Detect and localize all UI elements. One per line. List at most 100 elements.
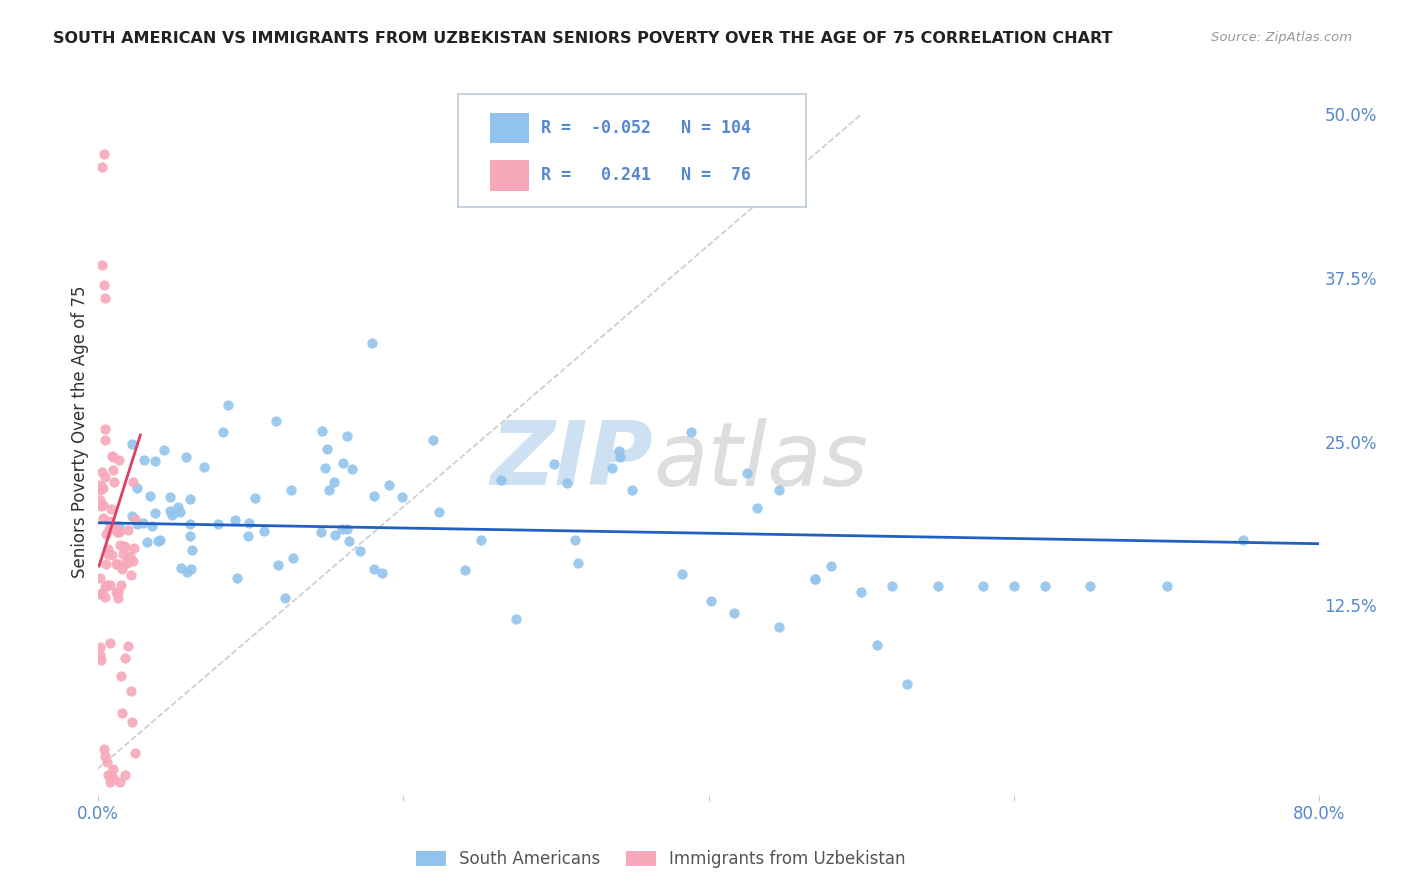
Point — [820, 558, 842, 573]
Point — [122, 541, 145, 555]
Point — [896, 677, 918, 691]
Point — [564, 533, 586, 548]
Point — [323, 528, 346, 542]
Point — [169, 505, 191, 519]
Point — [94, 580, 117, 594]
Point — [804, 572, 827, 586]
FancyBboxPatch shape — [489, 113, 529, 144]
Point — [865, 638, 887, 652]
Legend: South Americans, Immigrants from Uzbekistan: South Americans, Immigrants from Uzbekis… — [409, 844, 912, 875]
Point — [110, 775, 132, 789]
Point — [737, 466, 759, 480]
Point — [176, 566, 198, 580]
Point — [127, 481, 149, 495]
Point — [280, 483, 302, 498]
Point — [1033, 579, 1056, 593]
Point — [314, 460, 336, 475]
Text: R =   0.241   N =  76: R = 0.241 N = 76 — [541, 166, 751, 185]
Point — [378, 478, 401, 492]
Point — [316, 442, 339, 456]
Point — [100, 501, 122, 516]
Point — [94, 433, 117, 447]
Point — [132, 516, 155, 530]
Point — [747, 501, 769, 516]
Point — [138, 489, 160, 503]
Point — [238, 516, 260, 530]
Point — [89, 648, 111, 662]
Point — [679, 425, 702, 439]
Point — [804, 572, 827, 586]
Point — [193, 459, 215, 474]
Point — [1232, 533, 1254, 547]
Point — [136, 534, 159, 549]
Point — [146, 533, 169, 548]
Point — [607, 444, 630, 458]
Point — [224, 513, 246, 527]
Point — [174, 450, 197, 464]
Point — [700, 594, 723, 608]
Point — [89, 587, 111, 601]
Point — [427, 505, 450, 519]
Text: SOUTH AMERICAN VS IMMIGRANTS FROM UZBEKISTAN SENIORS POVERTY OVER THE AGE OF 75 : SOUTH AMERICAN VS IMMIGRANTS FROM UZBEKI… — [53, 31, 1114, 46]
Point — [110, 561, 132, 575]
Point — [124, 746, 146, 760]
Point — [101, 463, 124, 477]
Point — [96, 756, 118, 770]
Point — [114, 651, 136, 665]
Point — [108, 519, 131, 533]
Point — [91, 160, 114, 174]
Point — [104, 557, 127, 571]
Point — [89, 478, 111, 492]
Point — [323, 475, 346, 490]
Point — [94, 527, 117, 541]
Point — [768, 620, 790, 634]
Point — [93, 511, 115, 525]
Point — [120, 567, 142, 582]
Point — [101, 548, 124, 562]
Point — [105, 524, 128, 539]
Point — [94, 748, 117, 763]
Point — [555, 475, 578, 490]
Point — [93, 742, 115, 756]
Point — [159, 491, 181, 505]
Point — [281, 550, 304, 565]
Point — [114, 541, 136, 555]
Point — [105, 585, 128, 599]
Point — [124, 512, 146, 526]
Point — [311, 525, 333, 540]
Point — [114, 768, 136, 782]
Point — [160, 508, 183, 522]
Point — [93, 277, 115, 292]
Point — [363, 562, 385, 576]
Point — [211, 425, 233, 440]
Point — [91, 586, 114, 600]
Point — [245, 491, 267, 505]
Point — [94, 557, 117, 571]
Point — [103, 772, 125, 787]
Point — [110, 538, 132, 552]
Point — [768, 483, 790, 497]
Point — [336, 429, 359, 443]
Point — [104, 519, 127, 533]
Point — [93, 498, 115, 512]
Point — [332, 456, 354, 470]
Point — [543, 457, 565, 471]
Point — [851, 585, 873, 599]
Point — [927, 579, 949, 593]
Point — [89, 483, 111, 498]
Point — [567, 556, 589, 570]
Point — [98, 775, 121, 789]
Point — [1156, 579, 1178, 593]
Point — [97, 542, 120, 557]
Point — [723, 606, 745, 620]
Point — [226, 571, 249, 585]
Point — [89, 571, 111, 585]
Point — [98, 578, 121, 592]
Point — [94, 422, 117, 436]
Point — [90, 653, 112, 667]
Point — [91, 465, 114, 479]
Point — [505, 612, 527, 626]
Point — [121, 475, 143, 489]
Point — [90, 500, 112, 514]
Point — [98, 514, 121, 528]
